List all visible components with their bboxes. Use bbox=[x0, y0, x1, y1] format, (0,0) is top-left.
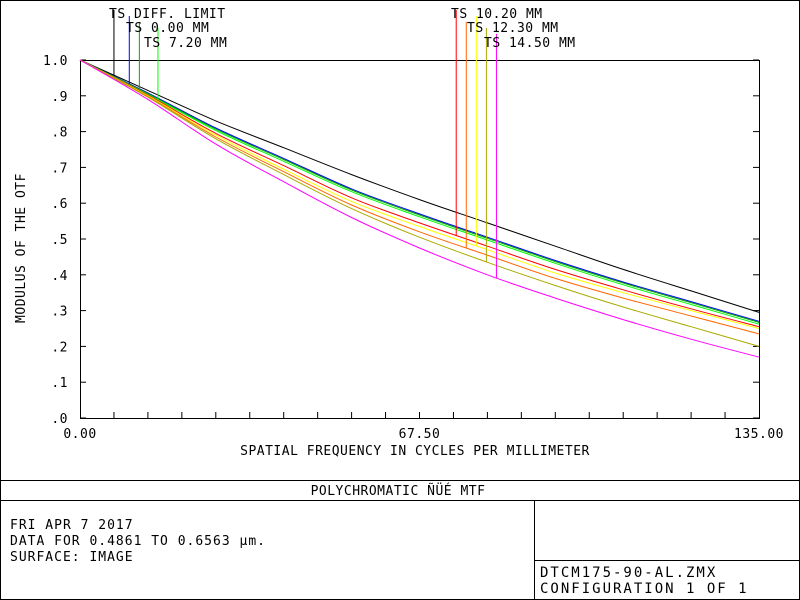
footer-surface: SURFACE: IMAGE bbox=[10, 550, 134, 565]
legend-label-7mm: TS 7.20 MM bbox=[144, 36, 227, 51]
footer-configuration: CONFIGURATION 1 OF 1 bbox=[540, 581, 749, 597]
y-tick-label: .0 bbox=[51, 412, 68, 427]
legend-leader-lines bbox=[113, 10, 497, 278]
y-tick-label: .4 bbox=[51, 269, 68, 284]
footer-data-range: DATA FOR 0.4861 TO 0.6563 μm. bbox=[10, 534, 266, 549]
legend-label-12mm: TS 12.30 MM bbox=[467, 21, 559, 36]
y-axis-label: MODULUS OF THE OTF bbox=[14, 173, 29, 323]
mtf-series-6 bbox=[79, 59, 760, 335]
legend-label-0mm: TS 0.00 MM bbox=[126, 21, 209, 36]
legend-label-14mm: TS 14.50 MM bbox=[484, 36, 576, 51]
y-tick-label: .5 bbox=[51, 233, 68, 248]
mtf-series-2 bbox=[79, 59, 760, 323]
legend-label-10mm: TS 10.20 MM bbox=[451, 7, 543, 22]
x-tick-label: 67.50 bbox=[399, 427, 441, 442]
y-tick-label: 1.0 bbox=[43, 54, 68, 69]
mtf-series-7 bbox=[79, 59, 760, 347]
mtf-curves bbox=[79, 59, 760, 358]
y-tick-label: .2 bbox=[51, 340, 68, 355]
mtf-series-0 bbox=[79, 59, 760, 313]
mtf-series-1 bbox=[79, 59, 760, 322]
mtf-series-4 bbox=[79, 59, 760, 328]
mtf-series-8 bbox=[79, 59, 760, 358]
footer-date: FRI APR 7 2017 bbox=[10, 518, 134, 533]
y-tick-label: .1 bbox=[51, 376, 68, 391]
x-tick-label: 135.00 bbox=[734, 427, 784, 442]
legend-label-diff-limit: TS DIFF. LIMIT bbox=[109, 7, 226, 22]
y-tick-label: .9 bbox=[51, 90, 68, 105]
x-tick-label: 0.00 bbox=[63, 427, 96, 442]
x-axis-label: SPATIAL FREQUENCY IN CYCLES PER MILLIMET… bbox=[240, 444, 590, 459]
footer-filename: DTCM175-90-AL.ZMX bbox=[540, 565, 718, 581]
y-tick-label: .8 bbox=[51, 126, 68, 141]
axis-ticks: .0 .1 .2 .3 .4 .5 .6 .7 .8 .9 1.0 0.00 67.50 135.00 bbox=[43, 54, 784, 442]
chart-title: POLYCHROMATIC ÑÜÉ MTF bbox=[311, 482, 486, 499]
y-tick-label: .6 bbox=[51, 197, 68, 212]
mtf-series-3 bbox=[79, 59, 760, 325]
y-tick-label: .3 bbox=[51, 305, 68, 320]
mtf-series-5 bbox=[79, 59, 760, 329]
y-tick-label: .7 bbox=[51, 161, 68, 176]
